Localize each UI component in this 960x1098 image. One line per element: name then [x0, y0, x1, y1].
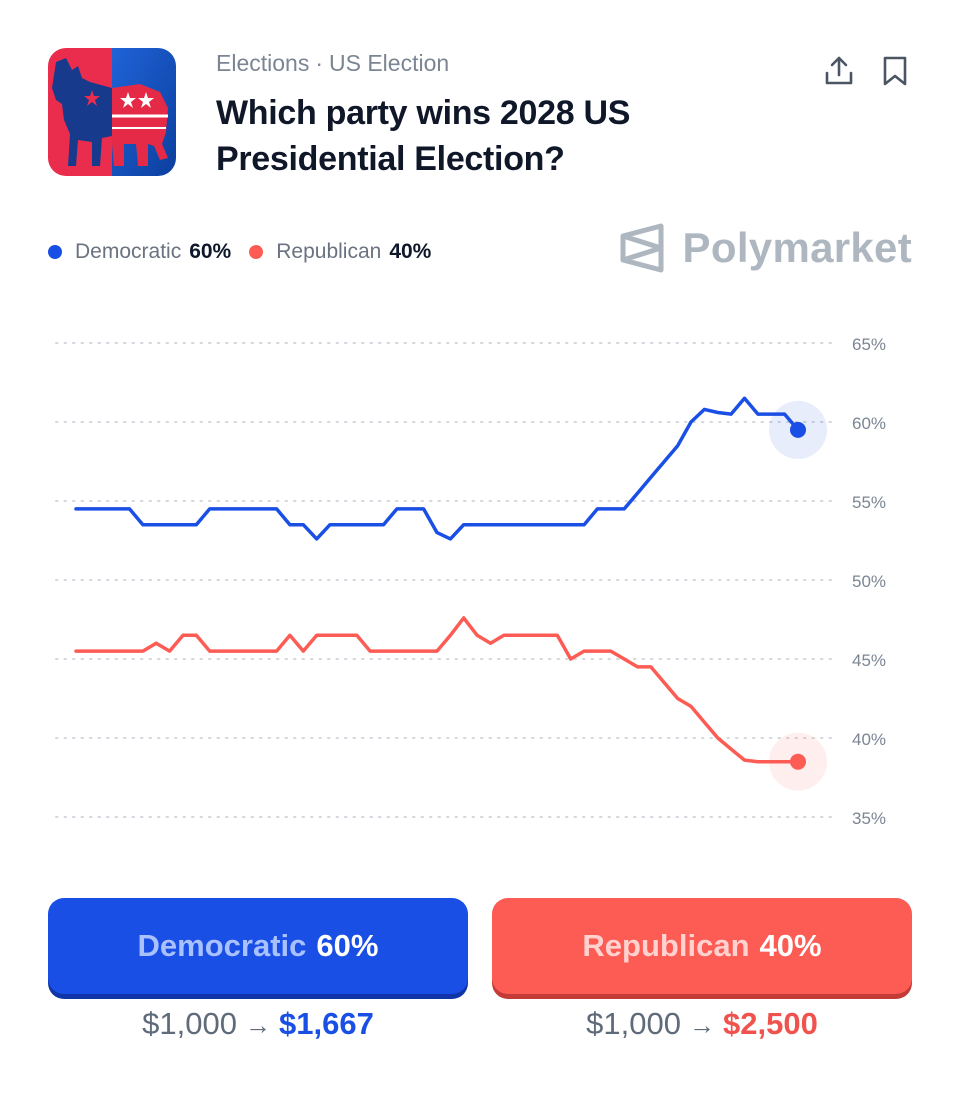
- y-tick-label: 55%: [852, 493, 886, 512]
- bookmark-button[interactable]: [878, 52, 912, 90]
- legend-label: Democratic: [75, 240, 182, 263]
- buy-republican-button[interactable]: Republican 40%: [492, 898, 912, 994]
- endpoint-dot-democratic: [790, 421, 806, 438]
- share-icon: [825, 56, 853, 85]
- legend-dot-democratic: [48, 245, 62, 259]
- market-header: Elections · US Election Which party wins 2…: [48, 48, 912, 188]
- payout-to: $2,500: [723, 1006, 818, 1041]
- y-tick-label: 45%: [852, 651, 886, 670]
- buy-button-label: Republican: [582, 928, 750, 963]
- polymarket-logo-icon: [620, 223, 664, 273]
- page-title: Which party wins 2028 US Presidential El…: [216, 94, 631, 178]
- y-tick-label: 60%: [852, 414, 886, 433]
- buy-democratic-button[interactable]: Democratic 60%: [48, 898, 468, 994]
- breadcrumb-category[interactable]: Elections: [216, 50, 310, 76]
- breadcrumb-separator: ·: [315, 50, 323, 76]
- brand-name: Polymarket: [682, 224, 912, 271]
- legend-label: Republican: [276, 240, 382, 263]
- chart-legend: Democratic 60% Republican 40%: [48, 240, 449, 264]
- legend-value: 40%: [389, 240, 432, 263]
- series-line-republican: [74, 616, 800, 764]
- buy-button-pct: 40%: [759, 928, 822, 963]
- price-history-chart[interactable]: 65% 60% 55% 50% 45% 40% 35%: [0, 310, 960, 870]
- arrow-right-icon: →: [689, 1010, 715, 1040]
- series-line-democratic: [74, 396, 800, 541]
- header-actions: [822, 52, 912, 90]
- endpoint-dot-republican: [790, 753, 806, 770]
- payout-democratic: $1,000 → $1,667: [48, 1006, 468, 1042]
- payout-to: $1,667: [279, 1006, 374, 1041]
- arrow-right-icon: →: [245, 1010, 271, 1040]
- donkey-elephant-logo: [48, 48, 176, 176]
- share-button[interactable]: [822, 52, 856, 90]
- y-tick-label: 50%: [852, 572, 886, 591]
- breadcrumb: Elections · US Election: [216, 50, 449, 77]
- legend-value: 60%: [189, 240, 232, 263]
- breadcrumb-subcategory[interactable]: US Election: [329, 50, 450, 76]
- bookmark-icon: [883, 56, 907, 86]
- legend-item-democratic: Democratic 60%: [48, 240, 231, 264]
- legend-item-republican: Republican 40%: [249, 240, 431, 264]
- y-tick-label: 35%: [852, 809, 886, 828]
- y-tick-label: 65%: [852, 335, 886, 354]
- y-tick-label: 40%: [852, 730, 886, 749]
- payout-from: $1,000: [586, 1006, 681, 1041]
- polymarket-brand: Polymarket: [619, 222, 912, 274]
- payout-republican: $1,000 → $2,500: [492, 1006, 912, 1042]
- buy-button-pct: 60%: [316, 928, 379, 963]
- payout-from: $1,000: [142, 1006, 237, 1041]
- buy-button-label: Democratic: [137, 928, 307, 963]
- legend-dot-republican: [249, 245, 264, 259]
